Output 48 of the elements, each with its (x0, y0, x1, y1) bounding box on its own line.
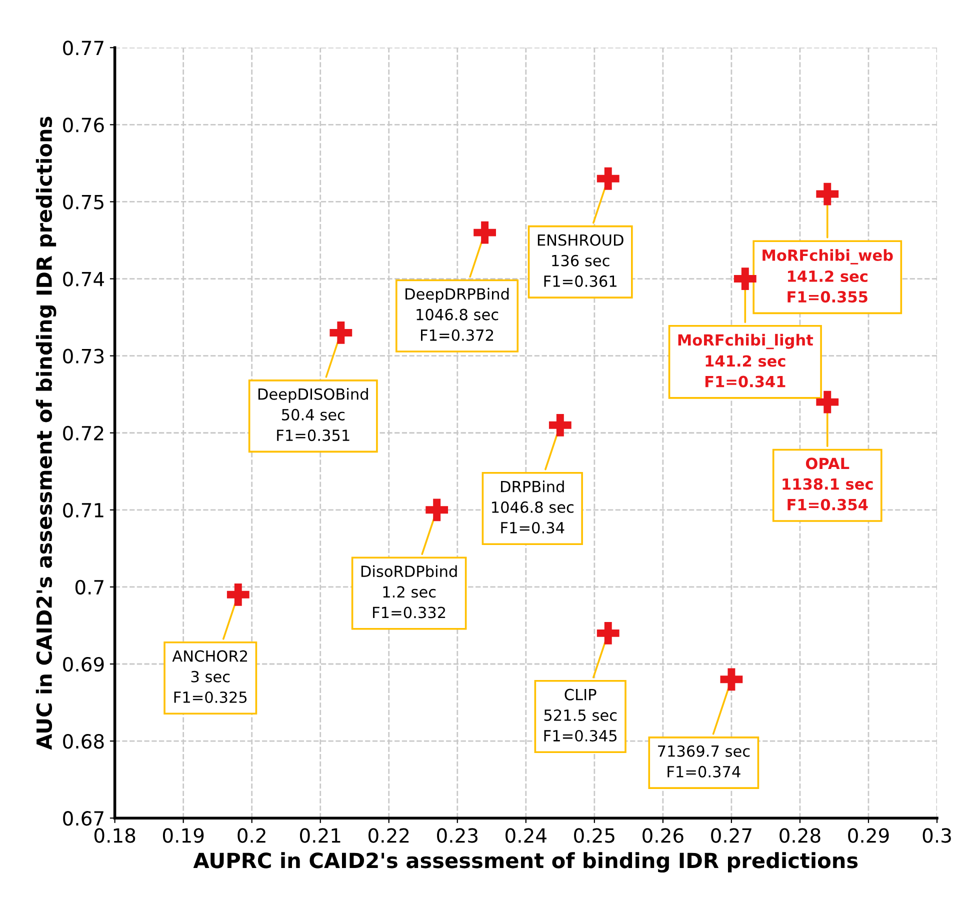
y-tick-label: 0.71 (63, 502, 104, 518)
y-tick-label: 0.69 (63, 656, 104, 672)
y-tick-label: 0.76 (63, 118, 104, 132)
data-label: DeepDRPBind 1046.8 sec F1=0.372 (406, 288, 509, 341)
point (474, 221, 496, 244)
x-tick-label: 0.29 (848, 828, 889, 843)
x-tick-label: 0.19 (162, 828, 204, 843)
y-tick-label: 0.68 (63, 734, 104, 749)
x-tick-label: 0.23 (437, 828, 478, 843)
point (734, 268, 756, 290)
data-label: MoRFchibi_light 141.2 sec F1=0.341 (678, 334, 814, 388)
x-tick-label: 0.21 (300, 828, 340, 843)
data-label: OPAL 1138.1 sec F1=0.354 (782, 458, 873, 510)
point (596, 167, 620, 190)
data-label: DisoRDPbind 1.2 sec F1=0.332 (361, 565, 457, 618)
x-tick-label: 0.25 (574, 828, 614, 843)
y-axis-title: AUC in CAID2's assessment of binding IDR predictions (36, 116, 56, 750)
x-tick-label: 0.27 (711, 828, 752, 843)
point (426, 498, 448, 522)
point (548, 414, 572, 436)
point (816, 182, 839, 206)
x-tick-label: 0.26 (642, 828, 684, 843)
y-tick-label: 0.72 (63, 426, 104, 441)
point (226, 583, 250, 606)
data-label: DRPBind 1046.8 sec F1=0.34 (492, 480, 574, 534)
x-tick-label: 0.24 (506, 828, 546, 843)
point (816, 390, 839, 414)
data-label: MoRFchibi_web 141.2 sec F1=0.355 (762, 249, 893, 303)
data-label: CLIP 521.5 sec F1=0.345 (544, 688, 617, 742)
y-tick-label: 0.75 (63, 194, 104, 210)
x-tick-label: 0.22 (368, 828, 409, 843)
point (330, 322, 352, 344)
data-label: 71369.7 sec F1=0.374 (658, 745, 750, 778)
y-tick-label: 0.74 (63, 272, 104, 286)
y-tick-label: 0.67 (63, 811, 104, 826)
x-tick-label: 0.2 (238, 828, 266, 843)
y-tick-label: 0.7 (75, 580, 104, 595)
y-tick-label: 0.73 (63, 348, 104, 364)
x-axis-title: AUPRC in CAID2's assessment of binding IDR predictions (193, 852, 858, 873)
x-tick-label: 0.3 (922, 828, 951, 843)
data-label: ANCHOR2 3 sec F1=0.325 (172, 650, 248, 704)
data-label: DeepDISOBind 50.4 sec F1=0.351 (258, 388, 368, 442)
x-tick-label: 0.28 (780, 828, 820, 843)
point (596, 622, 620, 644)
y-tick-label: 0.77 (63, 40, 104, 56)
x-tick-label: 0.18 (94, 828, 136, 843)
data-label: ENSHROUD 136 sec F1=0.361 (538, 234, 624, 287)
point (720, 668, 743, 691)
